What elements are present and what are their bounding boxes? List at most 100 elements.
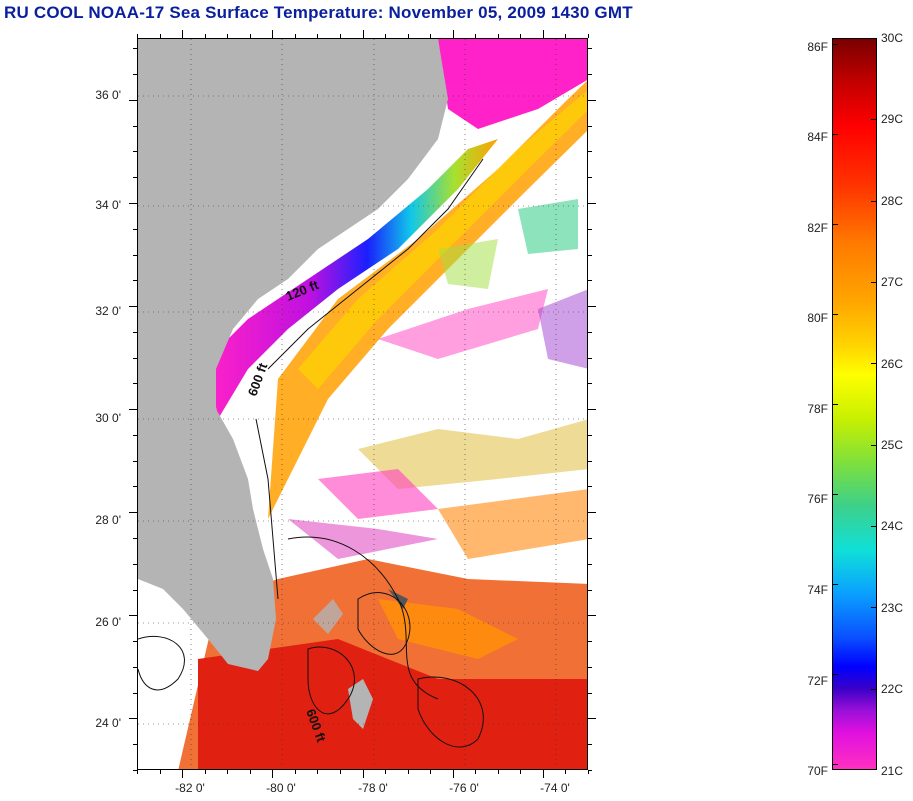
lat-tick: [588, 692, 592, 694]
lat-tick: [129, 718, 137, 720]
lat-tick: [129, 512, 137, 514]
colorbar-c-tick: [871, 282, 877, 283]
lon-tick: [362, 30, 364, 38]
colorbar-f-tick: [832, 314, 838, 315]
lon-tick: [249, 770, 251, 774]
lon-tick: [588, 34, 589, 38]
colorbar-c-tick: [871, 688, 877, 690]
lat-tick: [588, 460, 592, 462]
sst-patches: [288, 199, 587, 559]
lat-tick: [588, 228, 592, 230]
lat-label-36: 36 0': [95, 88, 121, 102]
colorbar-label-76f: 76F: [807, 492, 828, 506]
lat-label-26: 26 0': [95, 615, 121, 629]
lon-tick: [588, 770, 589, 774]
lat-tick: [588, 434, 592, 436]
colorbar-f-tick: [832, 134, 838, 135]
colorbar-c-tick: [871, 444, 877, 446]
colorbar-label-21c: 21C: [881, 764, 904, 778]
lat-tick: [129, 99, 137, 101]
lat-tick: [588, 280, 592, 282]
colorbar-f-tick: [832, 44, 838, 45]
lat-tick: [588, 512, 596, 514]
lon-tick: [272, 770, 274, 778]
warm-water-region: [178, 489, 587, 769]
lat-tick: [588, 409, 596, 411]
temperature-colorbar: [832, 38, 877, 770]
lon-tick: [182, 30, 184, 38]
colorbar-label-22c: 22C: [881, 682, 904, 696]
colorbar-f-tick: [832, 224, 838, 225]
colorbar-label-24c: 24C: [881, 519, 904, 533]
lat-tick: [588, 641, 592, 643]
lat-tick: [133, 331, 137, 333]
lon-tick: [204, 770, 206, 774]
colorbar-f-tick: [832, 404, 838, 405]
lat-tick: [133, 228, 137, 230]
lat-tick: [129, 409, 137, 411]
lat-tick: [129, 615, 137, 617]
lon-label-78: -78 0': [358, 781, 388, 795]
lon-tick: [294, 34, 296, 38]
colorbar-f-tick: [832, 674, 838, 675]
lat-tick: [588, 48, 592, 50]
lat-tick: [588, 125, 592, 127]
lat-tick: [133, 74, 137, 76]
lon-tick: [475, 770, 477, 774]
lat-label-30: 30 0': [95, 411, 121, 425]
lon-tick: [339, 770, 341, 774]
lat-tick: [588, 486, 592, 488]
lon-tick: [385, 34, 387, 38]
lon-tick: [430, 34, 432, 38]
colorbar-label-84f: 84F: [807, 130, 828, 144]
lat-tick: [133, 434, 137, 436]
lon-tick: [407, 770, 409, 774]
colorbar-c-tick: [871, 38, 877, 39]
lat-tick: [133, 280, 137, 282]
lon-tick: [497, 770, 499, 774]
graticule: [138, 39, 587, 769]
lon-label-74: -74 0': [540, 781, 570, 795]
lat-tick: [588, 770, 592, 771]
lon-tick: [475, 34, 477, 38]
colorbar-label-25c: 25C: [881, 438, 904, 452]
lon-tick: [542, 30, 544, 38]
lat-tick: [588, 202, 596, 204]
lat-tick: [588, 151, 592, 153]
lat-tick: [588, 718, 596, 720]
lon-tick: [182, 770, 184, 778]
colorbar-label-72f: 72F: [807, 674, 828, 688]
lat-tick: [133, 151, 137, 153]
lon-tick: [385, 770, 387, 774]
lat-tick: [588, 74, 592, 76]
lat-tick: [588, 744, 592, 746]
lon-tick: [430, 770, 432, 774]
lon-tick: [542, 770, 544, 778]
lat-tick: [133, 563, 137, 565]
sst-map-canvas: 120 ft 600 ft 600 ft: [138, 39, 587, 769]
colorbar-label-27c: 27C: [881, 275, 904, 289]
lon-tick: [159, 34, 161, 38]
lon-label-80: -80 0': [266, 781, 296, 795]
lon-tick: [227, 770, 229, 774]
lon-tick: [407, 34, 409, 38]
lon-tick: [159, 770, 161, 774]
lon-tick: [137, 770, 138, 774]
colorbar-label-80f: 80F: [807, 311, 828, 325]
colorbar-label-82f: 82F: [807, 221, 828, 235]
colorbar-label-26c: 26C: [881, 357, 904, 371]
lon-tick: [520, 770, 522, 774]
lon-tick: [294, 770, 296, 774]
lon-tick: [227, 34, 229, 38]
colorbar-label-28c: 28C: [881, 194, 904, 208]
colorbar-c-tick: [871, 119, 877, 121]
colorbar-label-30c: 30C: [881, 31, 904, 45]
lon-label-76: -76 0': [449, 781, 479, 795]
lat-tick: [588, 383, 592, 385]
lat-tick: [133, 177, 137, 179]
lon-tick: [339, 34, 341, 38]
sst-map[interactable]: 120 ft 600 ft 600 ft: [137, 38, 588, 770]
lon-tick: [565, 34, 567, 38]
lon-label-82: -82 0': [175, 781, 205, 795]
lon-tick: [137, 34, 138, 38]
